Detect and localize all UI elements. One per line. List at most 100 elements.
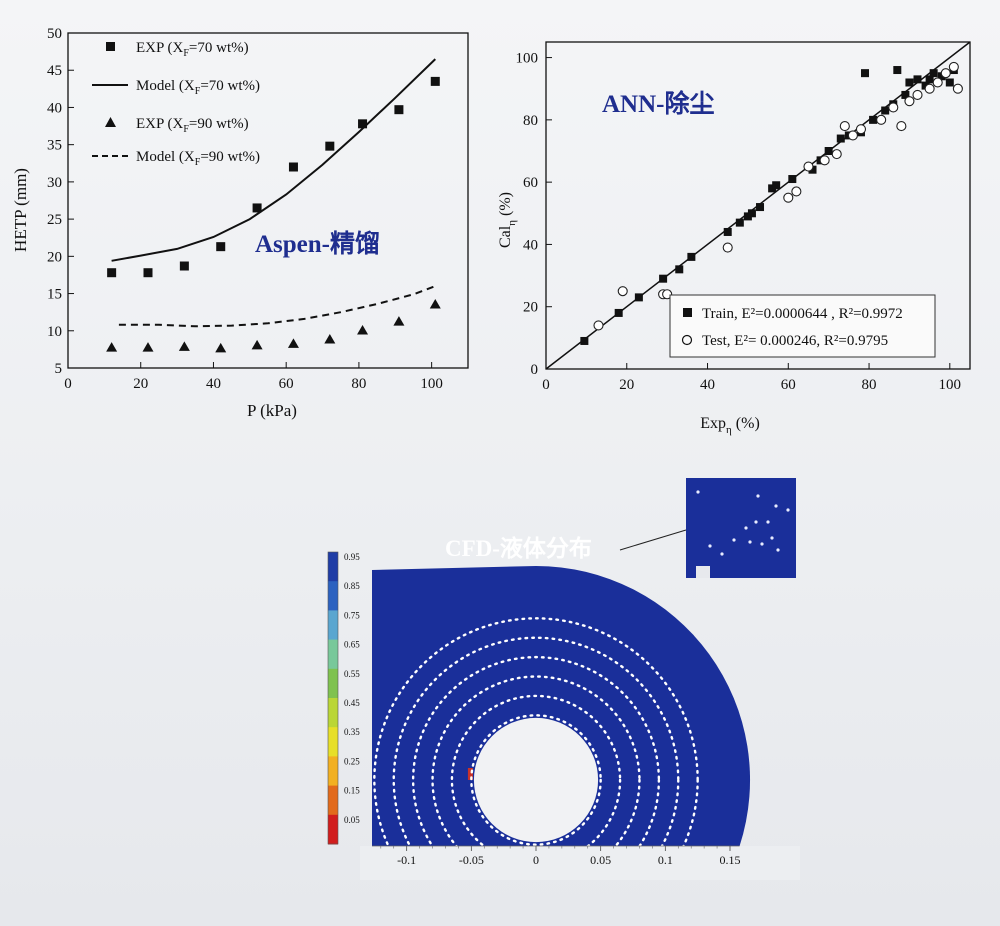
legend-main: EXP (X [136, 116, 184, 132]
legend-entry-exp90: EXP (XF=90 wt%) [105, 116, 249, 135]
x-tick-label: 100 [420, 376, 443, 392]
train-point [747, 209, 756, 218]
colorbar-swatch [328, 727, 338, 757]
legend-label: EXP (XF=90 wt%) [136, 116, 249, 135]
cfd-x-tick-label: -0.05 [459, 853, 484, 867]
axis-band [360, 846, 800, 880]
ann-y-axis-label: Calη (%) [497, 192, 518, 248]
y-tick-label: 100 [516, 51, 539, 67]
inset-dot [754, 520, 758, 524]
test-point [904, 96, 915, 107]
test-point [803, 161, 814, 172]
cfd-annotation: CFD-液体分布 [445, 535, 592, 561]
ann-legend-test-label: Test, E²= 0.000246, R²=0.9795 [702, 333, 888, 349]
hetp-x-axis-label: P (kPa) [247, 401, 297, 420]
exp-90-point [324, 333, 336, 344]
legend-main: Model (X [136, 149, 195, 165]
legend-label: Model (XF=70 wt%) [136, 78, 260, 97]
train-point [768, 184, 777, 193]
colorbar-tick-label: 0.55 [344, 669, 360, 679]
legend-sub: F [183, 48, 189, 59]
test-point [617, 286, 628, 297]
exp-70-point [179, 261, 189, 271]
train-point [893, 66, 902, 75]
colorbar-swatch [328, 756, 338, 787]
colorbar-swatch [328, 552, 338, 582]
legend-entry-model70: Model (XF=70 wt%) [92, 78, 260, 97]
exp-70-point [394, 105, 404, 115]
inset-dot [732, 538, 736, 542]
y-tick-label: 50 [47, 26, 62, 42]
model-90-line [118, 285, 436, 328]
hetp-chart: 0 20 40 60 80 100 5 10 15 20 25 30 35 40 45 50 Aspen-精馏… [11, 26, 469, 420]
test-point [940, 68, 951, 79]
x-tick-label: 60 [279, 376, 294, 392]
test-point [948, 61, 959, 72]
exp-90-point [178, 341, 190, 351]
inset-dot [760, 542, 764, 546]
train-point [836, 134, 845, 143]
train-point [735, 218, 744, 227]
ann-x-label-tail: (%) [732, 415, 760, 432]
cfd-inset-zoom [619, 478, 796, 578]
train-point [756, 203, 765, 212]
ann-y-label-tail: (%) [497, 192, 514, 220]
colorbar-tick-label: 0.65 [344, 640, 360, 650]
cfd-colorbar: 0.95 0.85 0.75 0.65 0.55 0.45 0.35 0.25 0.15 0.05 [327, 551, 360, 845]
hetp-legend: EXP (XF=70 wt%) Model (XF=70 wt%) EXP (X… [92, 40, 260, 168]
ann-x-axis-label: Expη (%) [700, 415, 760, 436]
inset-dot [770, 536, 774, 540]
test-point [831, 149, 842, 160]
train-point [675, 265, 684, 274]
colorbar-tick-label: 0.85 [344, 581, 360, 591]
model-70-line [111, 58, 436, 262]
exp-90-point [393, 316, 405, 326]
inset-dot [776, 548, 780, 552]
liquid-field-disk [372, 566, 751, 846]
train-point [869, 115, 878, 124]
test-point [593, 320, 604, 331]
colorbar-swatch [328, 814, 338, 845]
exp-70-point [358, 119, 368, 129]
train-point [808, 165, 817, 174]
cfd-x-tick-label: 0.15 [720, 853, 741, 867]
exp-70-point [288, 162, 298, 172]
colorbar-swatch [328, 668, 338, 699]
colorbar-tick-label: 0.75 [344, 610, 360, 620]
cfd-chart: 0.95 0.85 0.75 0.65 0.55 0.45 0.35 0.25 0.15 0.05… [327, 478, 800, 880]
inset-dot [786, 508, 790, 512]
legend-marker-triangle [105, 117, 116, 127]
test-point [932, 77, 943, 88]
colorbar-tick-label: 0.35 [344, 727, 360, 737]
train-point [921, 81, 930, 90]
hetp-annotation: Aspen-精馏 [255, 229, 380, 258]
test-point [819, 155, 830, 166]
x-tick-label: 100 [939, 377, 962, 393]
colorbar-tick-label: 0.15 [344, 786, 360, 796]
low-fraction-spot [467, 768, 473, 780]
ann-x-label-main: Exp [700, 415, 726, 432]
test-point [783, 192, 794, 203]
train-point [772, 181, 781, 190]
train-point [925, 75, 934, 84]
legend-label: Model (XF=90 wt%) [136, 149, 260, 168]
colorbar-swatch [328, 698, 338, 728]
ann-legend-box [669, 294, 936, 358]
y-tick-label: 45 [47, 63, 62, 79]
colorbar-swatch [328, 785, 338, 816]
inset-dot [748, 540, 752, 544]
test-point [924, 83, 935, 94]
inset-box [686, 478, 796, 578]
legend-main: Model (X [136, 78, 195, 94]
train-point [614, 308, 623, 317]
train-point [580, 336, 589, 345]
x-tick-label: 0 [64, 376, 72, 392]
exp-90-point [142, 342, 154, 352]
train-point [634, 293, 643, 302]
colorbar-swatch [328, 610, 338, 641]
distributor-ring [431, 675, 641, 880]
colorbar-tick-label: 0.95 [344, 552, 360, 562]
train-point [913, 75, 922, 84]
y-tick-label: 35 [47, 138, 62, 154]
train-point [905, 78, 914, 87]
